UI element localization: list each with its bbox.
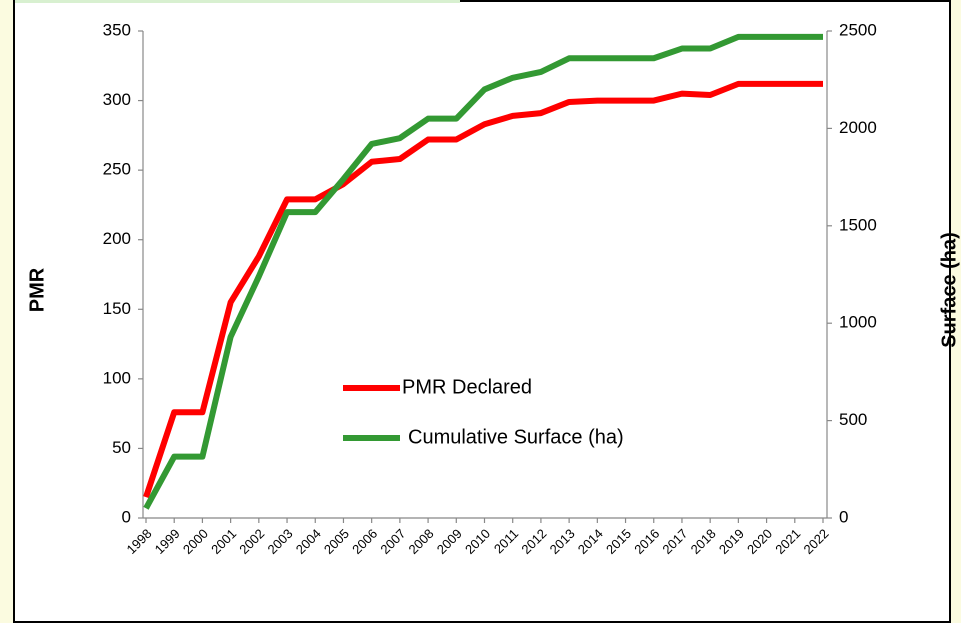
top-strip <box>15 0 460 3</box>
legend-label: Cumulative Surface (ha) <box>408 426 624 448</box>
y-tick-label: 150 <box>103 299 131 318</box>
series-line <box>143 33 823 510</box>
y-tick-label: 300 <box>103 90 131 109</box>
y-tick-label: 350 <box>103 20 131 39</box>
y-tick-label: 200 <box>103 229 131 248</box>
y2-tick-label: 2000 <box>839 118 877 137</box>
y-tick-label: 0 <box>122 507 131 526</box>
y-tick-label: 250 <box>103 160 131 179</box>
y2-tick-label: 2500 <box>839 20 877 39</box>
series-line <box>143 80 823 499</box>
y2-axis-title: Surface (ha) <box>938 232 960 348</box>
legend-label: PMR Declared <box>402 376 532 398</box>
y2-tick-label: 1000 <box>839 313 877 332</box>
y-axis-title: PMR <box>26 267 48 312</box>
y-tick-label: 100 <box>103 368 131 387</box>
y2-tick-label: 0 <box>839 507 848 526</box>
y2-tick-label: 500 <box>839 410 867 429</box>
y2-tick-label: 1500 <box>839 215 877 234</box>
y-tick-label: 50 <box>112 438 131 457</box>
